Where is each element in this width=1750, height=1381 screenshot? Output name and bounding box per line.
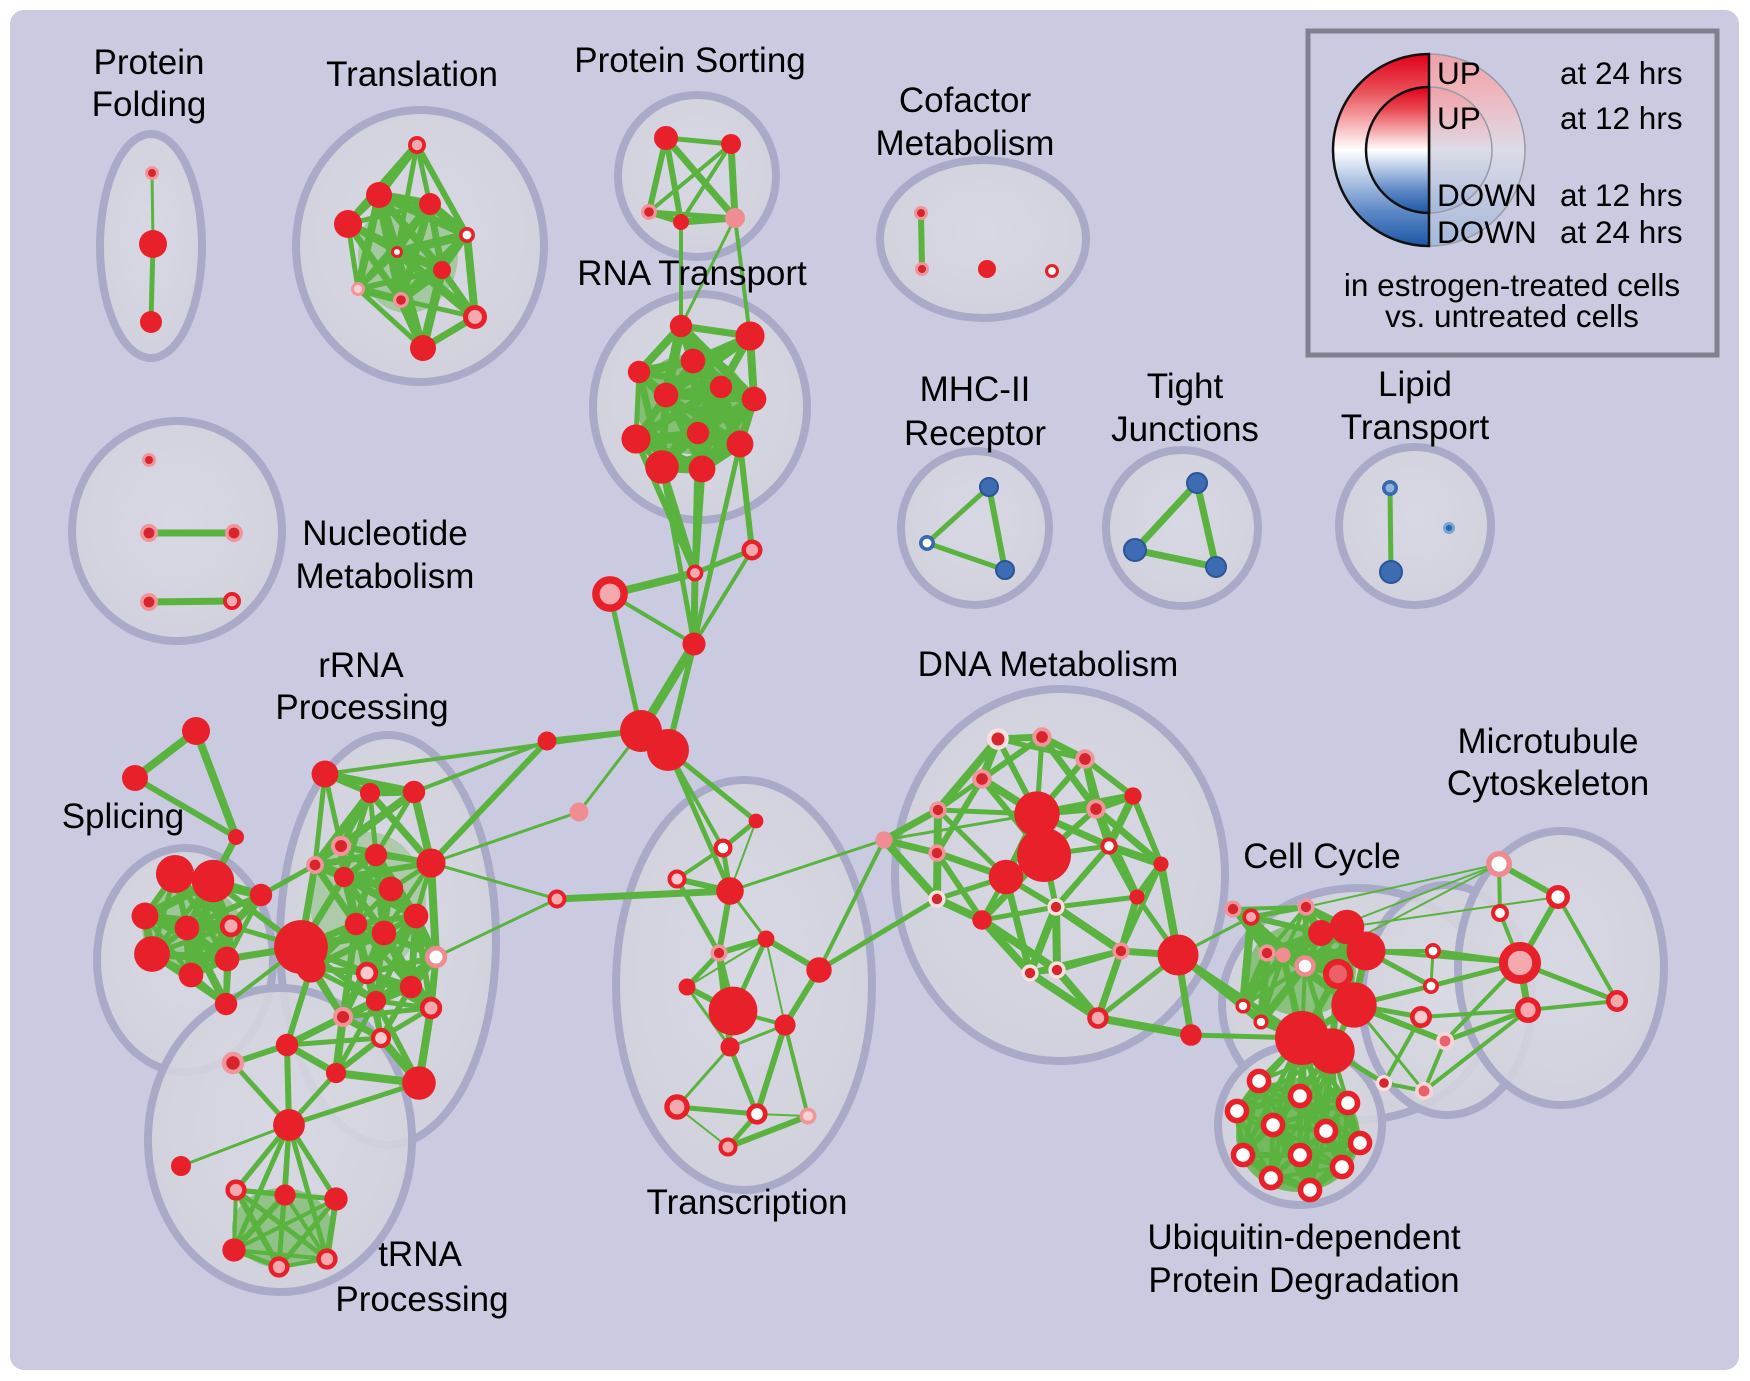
svg-text:Processing: Processing (275, 688, 448, 727)
svg-text:RNA Transport: RNA Transport (577, 254, 807, 293)
svg-text:Cofactor: Cofactor (899, 81, 1032, 120)
svg-text:Metabolism: Metabolism (876, 124, 1055, 163)
svg-text:Junctions: Junctions (1111, 410, 1259, 449)
svg-text:UP: UP (1437, 100, 1481, 136)
svg-text:Metabolism: Metabolism (296, 557, 475, 596)
svg-text:Translation: Translation (326, 55, 498, 94)
svg-text:MHC-II: MHC-II (920, 370, 1031, 409)
svg-text:at 12 hrs: at 12 hrs (1560, 177, 1683, 213)
svg-text:Protein: Protein (94, 43, 205, 82)
svg-text:Protein Sorting: Protein Sorting (574, 41, 806, 80)
svg-text:vs. untreated cells: vs. untreated cells (1385, 298, 1639, 334)
svg-text:DOWN: DOWN (1437, 177, 1537, 213)
svg-text:Transcription: Transcription (647, 1183, 848, 1222)
svg-text:Folding: Folding (92, 85, 207, 124)
svg-text:DNA Metabolism: DNA Metabolism (918, 645, 1179, 684)
svg-text:Splicing: Splicing (62, 797, 185, 836)
svg-text:Tight: Tight (1147, 367, 1224, 406)
svg-text:Protein Degradation: Protein Degradation (1148, 1261, 1459, 1300)
svg-text:at 12 hrs: at 12 hrs (1560, 100, 1683, 136)
svg-text:at 24 hrs: at 24 hrs (1560, 55, 1683, 91)
svg-text:Ubiquitin-dependent: Ubiquitin-dependent (1147, 1218, 1461, 1257)
svg-text:at 24 hrs: at 24 hrs (1560, 214, 1683, 250)
svg-text:Microtubule: Microtubule (1458, 722, 1639, 761)
svg-text:Processing: Processing (335, 1280, 508, 1319)
svg-text:tRNA: tRNA (378, 1235, 462, 1274)
svg-text:DOWN: DOWN (1437, 214, 1537, 250)
svg-text:Lipid: Lipid (1378, 365, 1452, 404)
svg-text:in estrogen-treated cells: in estrogen-treated cells (1344, 267, 1680, 303)
svg-text:rRNA: rRNA (318, 646, 404, 685)
svg-text:Transport: Transport (1341, 408, 1490, 447)
svg-text:Nucleotide: Nucleotide (302, 514, 467, 553)
svg-text:UP: UP (1437, 55, 1481, 91)
svg-text:Receptor: Receptor (904, 414, 1046, 453)
svg-text:Cell Cycle: Cell Cycle (1243, 837, 1401, 876)
svg-text:Cytoskeleton: Cytoskeleton (1447, 764, 1649, 803)
